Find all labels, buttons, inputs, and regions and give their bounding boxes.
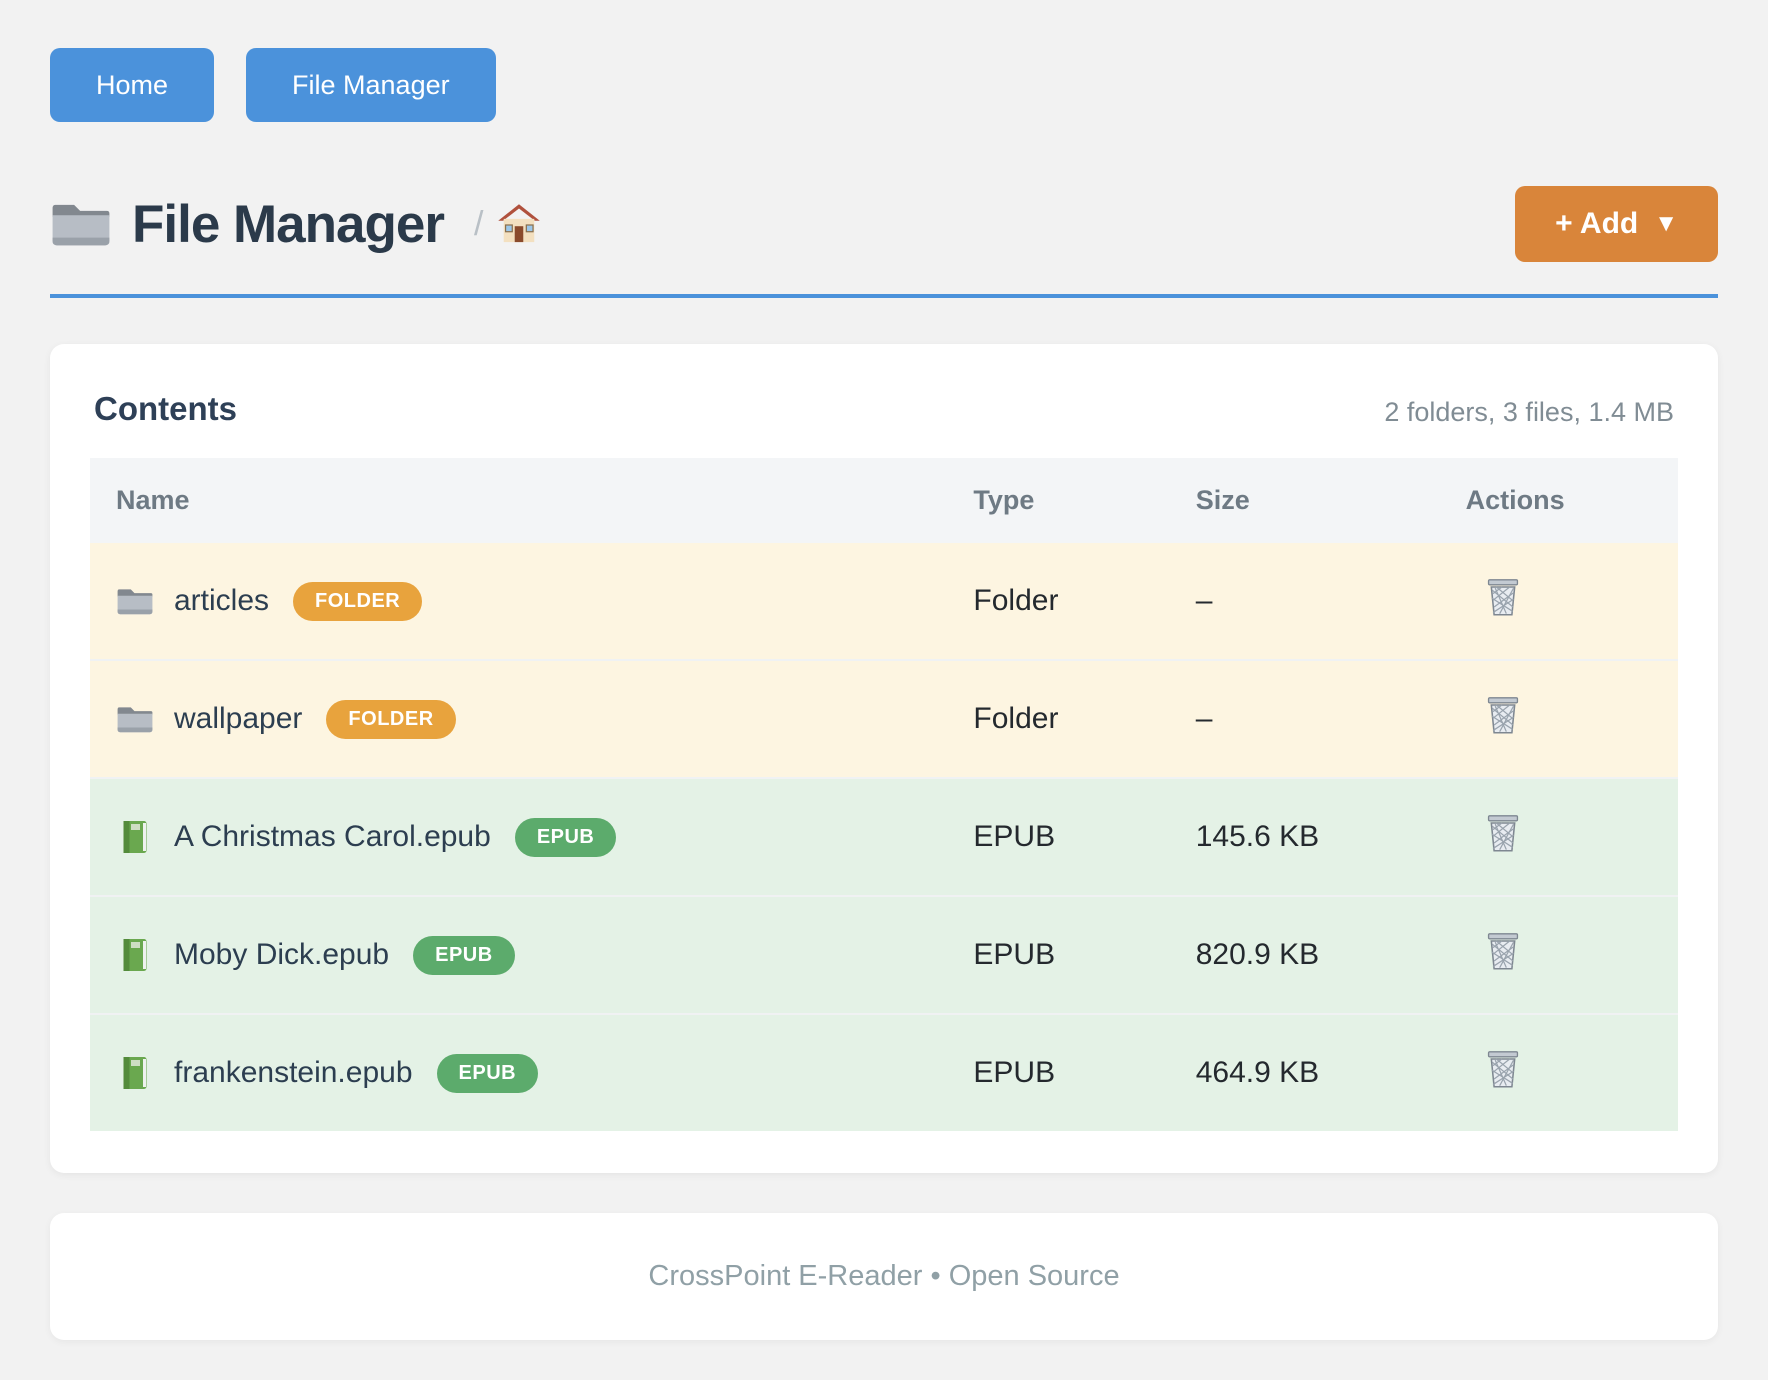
item-name[interactable]: articles [174, 584, 270, 617]
footer-card: CrossPoint E-Reader • Open Source [50, 1213, 1718, 1340]
breadcrumb: / [474, 203, 541, 245]
delete-button[interactable] [1484, 813, 1522, 853]
type-cell: EPUB [973, 820, 1056, 853]
trash-icon [1484, 931, 1522, 971]
trash-icon [1484, 695, 1522, 735]
item-name[interactable]: frankenstein.epub [174, 1056, 413, 1089]
book-icon [116, 819, 154, 855]
title-row: File Manager / + Add ▼ [50, 186, 1718, 262]
table-row: articles FOLDER Folder – [90, 543, 1678, 660]
delete-button[interactable] [1484, 1049, 1522, 1089]
actions-cell [1456, 660, 1678, 778]
contents-summary: 2 folders, 3 files, 1.4 MB [1384, 397, 1674, 427]
item-type-badge: FOLDER [326, 699, 456, 739]
table-row: frankenstein.epub EPUB EPUB 464.9 KB [90, 1014, 1678, 1131]
name-cell: Moby Dick.epub EPUB [90, 896, 963, 1014]
item-name[interactable]: wallpaper [174, 702, 303, 735]
add-button[interactable]: + Add ▼ [1515, 186, 1718, 262]
item-type-badge: EPUB [413, 935, 515, 975]
page-title: File Manager [132, 194, 445, 254]
delete-button[interactable] [1484, 695, 1522, 735]
title-group: File Manager / [50, 194, 541, 255]
column-header-size: Size [1185, 458, 1456, 543]
add-button-label: + Add [1555, 207, 1639, 240]
trash-icon [1484, 577, 1522, 617]
actions-cell [1456, 1014, 1678, 1131]
type-cell: Folder [973, 584, 1059, 617]
folder-icon [116, 701, 154, 737]
book-icon [116, 1055, 154, 1091]
item-type-badge: FOLDER [293, 581, 423, 621]
column-header-name: Name [90, 458, 964, 543]
contents-table-head: Name Type Size Actions [90, 458, 1678, 543]
table-header-row: Name Type Size Actions [90, 458, 1678, 543]
breadcrumb-separator: / [473, 204, 484, 243]
column-header-actions: Actions [1455, 458, 1678, 543]
name-cell: articles FOLDER [90, 543, 963, 660]
delete-button[interactable] [1484, 577, 1522, 617]
name-cell: frankenstein.epub EPUB [90, 1014, 963, 1131]
type-cell: Folder [973, 702, 1059, 735]
trash-icon [1484, 1049, 1522, 1089]
home-nav-button[interactable]: Home [50, 48, 215, 122]
file-manager-nav-button[interactable]: File Manager [246, 48, 496, 122]
folder-icon [50, 198, 112, 250]
trash-icon [1484, 813, 1522, 853]
actions-cell [1456, 778, 1678, 896]
item-type-badge: EPUB [436, 1053, 539, 1093]
contents-table-body: articles FOLDER Folder – wallpaper FOLDE… [90, 543, 1678, 1131]
table-row: wallpaper FOLDER Folder – [90, 660, 1678, 778]
contents-heading: Contents [94, 390, 237, 427]
size-cell: 820.9 KB [1195, 938, 1320, 971]
size-cell: – [1195, 702, 1213, 735]
top-nav: Home File Manager [50, 48, 1718, 122]
size-cell: – [1195, 584, 1213, 617]
item-name[interactable]: A Christmas Carol.epub [174, 820, 491, 853]
size-cell: 464.9 KB [1195, 1056, 1320, 1089]
name-cell: A Christmas Carol.epub EPUB [90, 778, 963, 896]
contents-header: Contents 2 folders, 3 files, 1.4 MB [90, 390, 1678, 428]
contents-card: Contents 2 folders, 3 files, 1.4 MB Name… [50, 344, 1718, 1173]
column-header-type: Type [963, 458, 1186, 543]
item-name[interactable]: Moby Dick.epub [174, 938, 390, 971]
actions-cell [1456, 896, 1678, 1014]
folder-icon [116, 583, 154, 619]
name-cell: wallpaper FOLDER [90, 660, 963, 778]
chevron-down-icon: ▼ [1654, 210, 1678, 237]
title-divider [50, 294, 1718, 298]
delete-button[interactable] [1484, 931, 1522, 971]
type-cell: EPUB [973, 1056, 1056, 1089]
contents-table: Name Type Size Actions articles FOLDER F… [90, 458, 1678, 1131]
type-cell: EPUB [973, 938, 1056, 971]
actions-cell [1456, 543, 1678, 660]
footer-text: CrossPoint E-Reader • Open Source [648, 1260, 1120, 1292]
table-row: Moby Dick.epub EPUB EPUB 820.9 KB [90, 896, 1678, 1014]
item-type-badge: EPUB [514, 817, 617, 857]
table-row: A Christmas Carol.epub EPUB EPUB 145.6 K… [90, 778, 1678, 896]
book-icon [116, 937, 154, 973]
size-cell: 145.6 KB [1195, 820, 1320, 853]
home-icon[interactable] [497, 203, 541, 245]
